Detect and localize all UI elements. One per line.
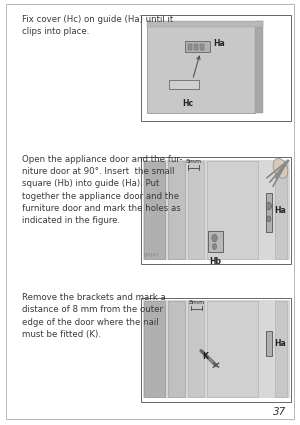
Bar <box>266 193 272 232</box>
Text: Open the appliance door and the fur-
niture door at 90°. Insert  the small
squar: Open the appliance door and the fur- nit… <box>22 155 183 225</box>
Text: 37: 37 <box>273 407 286 417</box>
Text: 8mm: 8mm <box>185 159 202 164</box>
Circle shape <box>266 202 272 210</box>
Bar <box>207 301 258 397</box>
Bar <box>208 231 223 252</box>
Bar <box>194 44 198 50</box>
Bar <box>188 44 192 50</box>
Bar <box>144 161 165 259</box>
Bar <box>142 300 290 398</box>
Bar <box>185 41 210 52</box>
Bar <box>266 331 272 356</box>
Bar <box>188 161 204 259</box>
Text: Remove the brackets and mark a
distance of 8 mm from the outer
edge of the door : Remove the brackets and mark a distance … <box>22 293 166 339</box>
Bar <box>141 15 291 121</box>
Bar <box>147 21 255 113</box>
Bar <box>141 298 291 402</box>
Text: PPH47: PPH47 <box>143 253 159 258</box>
Circle shape <box>212 244 217 249</box>
Ellipse shape <box>273 159 288 178</box>
Bar <box>141 157 291 264</box>
Text: K: K <box>202 352 208 361</box>
Circle shape <box>267 216 271 222</box>
Bar <box>168 161 184 259</box>
Bar <box>144 301 165 397</box>
Text: Ha: Ha <box>274 206 286 215</box>
Bar <box>255 21 262 113</box>
Bar <box>147 21 262 27</box>
Text: Ha: Ha <box>274 339 286 348</box>
Bar <box>274 301 286 397</box>
Text: Hb: Hb <box>209 257 221 266</box>
Text: Ha: Ha <box>213 39 225 48</box>
Text: 8mm: 8mm <box>188 300 205 305</box>
Circle shape <box>212 234 217 242</box>
Text: Fix cover (Hc) on guide (Ha) until it
clips into place.: Fix cover (Hc) on guide (Ha) until it cl… <box>22 15 174 36</box>
Bar <box>168 301 184 397</box>
Bar <box>169 80 199 89</box>
Bar <box>200 44 204 50</box>
Bar <box>188 301 204 397</box>
Bar <box>274 161 286 259</box>
Bar <box>142 160 290 260</box>
Text: Hc: Hc <box>182 99 193 108</box>
Bar <box>207 161 258 259</box>
